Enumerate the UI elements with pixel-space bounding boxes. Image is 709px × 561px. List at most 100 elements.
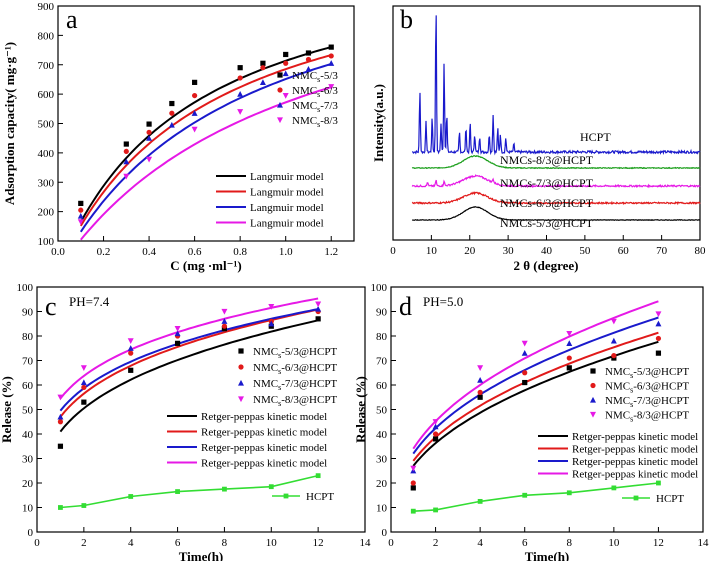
x-tick-label: 30 xyxy=(503,245,515,257)
data-point xyxy=(305,66,312,72)
data-point xyxy=(521,340,528,347)
data-point xyxy=(192,92,198,99)
x-tick-label: 8 xyxy=(567,537,573,549)
data-point xyxy=(192,79,198,85)
data-point xyxy=(78,207,84,213)
y-tick-label: 40 xyxy=(22,429,34,441)
fit-curve-2 xyxy=(59,308,319,412)
panel-letter-b: b xyxy=(400,5,413,34)
fit-curve-0 xyxy=(412,340,659,467)
xrd-pattern-4 xyxy=(411,206,701,222)
y-tick-label: 80 xyxy=(22,331,34,343)
panel-d-release-ph50-chart: 0 2 4 6 8 10 12 14 0 10 20 30 40 50 60 70 80 90 100 d PH=5.0… xyxy=(353,282,709,561)
y-tick-label: 600 xyxy=(38,89,55,101)
x-axis-title: Time(h) xyxy=(525,549,570,561)
panel-letter-a: a xyxy=(66,5,78,34)
x-tick-label: 2 xyxy=(81,537,87,549)
x-tick-label: 1.0 xyxy=(279,246,293,258)
x-tick-label: 0.0 xyxy=(51,246,65,258)
legend-label: Langmuir model xyxy=(250,218,324,230)
legend-label: Langmuir model xyxy=(250,187,324,199)
data-point xyxy=(655,320,662,327)
data-point xyxy=(410,480,416,486)
control-point xyxy=(268,484,274,490)
x-tick-label: 0.6 xyxy=(188,246,202,258)
data-point xyxy=(191,110,198,116)
x-tick-label: 10 xyxy=(426,245,438,257)
data-point xyxy=(259,79,266,85)
data-point xyxy=(328,44,334,50)
data-point xyxy=(477,365,484,371)
y-tick-label: 40 xyxy=(376,429,388,441)
y-tick-label: 90 xyxy=(376,307,388,319)
legend-label: NMCs-8/3@HCPT xyxy=(605,410,689,424)
legend-label: Retger-peppas kinetic model xyxy=(572,444,698,456)
data-point xyxy=(566,365,572,371)
x-tick-label: 8 xyxy=(222,537,228,549)
control-point xyxy=(128,494,134,499)
data-point xyxy=(128,367,134,373)
legend-label: NMCs-7/3@HCPT xyxy=(605,395,689,409)
pattern-label: HCPT xyxy=(580,130,611,144)
control-point xyxy=(611,485,617,491)
data-point xyxy=(328,60,335,66)
legend-label: NMCs-7/3@HCPT xyxy=(253,378,337,392)
data-point xyxy=(522,370,528,376)
y-tick-label: 100 xyxy=(17,282,34,294)
pattern-label: NMCs-8/3@HCPT xyxy=(500,153,594,167)
x-tick-label: 40 xyxy=(541,245,553,257)
data-point xyxy=(432,436,439,442)
data-point xyxy=(221,318,228,324)
y-axis-title: Intensity(a.u.) xyxy=(371,84,386,162)
data-point xyxy=(283,60,289,66)
fit-curve-1 xyxy=(59,308,319,418)
y-axis-title: Release (%) xyxy=(0,376,14,443)
x-tick-label: 0 xyxy=(388,537,394,549)
data-point xyxy=(305,56,312,63)
data-point xyxy=(328,84,335,90)
y-tick-label: 500 xyxy=(38,119,55,131)
data-point xyxy=(410,465,417,472)
data-point xyxy=(169,100,175,107)
x-tick-label: 4 xyxy=(477,537,483,549)
data-point xyxy=(655,335,662,342)
y-tick-label: 800 xyxy=(38,30,55,42)
xrd-pattern-0 xyxy=(412,15,701,156)
data-point xyxy=(80,379,87,386)
y-tick-label: 200 xyxy=(38,207,55,219)
data-point xyxy=(57,443,64,449)
data-point xyxy=(174,340,181,346)
ph-annotation: PH=7.4 xyxy=(69,294,110,309)
x-tick-label: 50 xyxy=(579,245,591,257)
data-point xyxy=(174,326,181,332)
data-point xyxy=(57,394,64,401)
data-point xyxy=(237,109,244,115)
x-tick-label: 12 xyxy=(653,537,664,549)
x-tick-label: 12 xyxy=(313,537,324,549)
data-point xyxy=(78,200,84,206)
data-point xyxy=(81,384,87,391)
y-tick-label: 20 xyxy=(22,478,34,490)
control-point xyxy=(175,489,180,494)
legend-marker xyxy=(277,117,283,124)
xrd-pattern-1 xyxy=(411,154,701,170)
legend-label: Retger-peppas kinetic model xyxy=(201,411,327,423)
fit-curve-0 xyxy=(59,319,319,433)
legend-label: HCPT xyxy=(306,491,334,503)
data-point xyxy=(282,70,289,77)
fit-curve-1 xyxy=(79,54,332,227)
y-tick-label: 0 xyxy=(382,527,388,539)
legend-label: NMCs-6/3 xyxy=(292,85,338,99)
x-tick-label: 2 xyxy=(433,537,439,549)
data-point xyxy=(123,148,129,155)
legend-label: Retger-peppas kinetic model xyxy=(572,431,698,443)
xrd-pattern-2 xyxy=(411,174,701,189)
x-tick-label: 60 xyxy=(618,245,630,257)
fit-curve-3 xyxy=(412,300,659,450)
data-point xyxy=(477,394,483,400)
y-tick-label: 100 xyxy=(38,236,55,248)
y-tick-label: 90 xyxy=(22,307,34,319)
data-point xyxy=(260,65,266,71)
control-point xyxy=(656,480,661,486)
data-point xyxy=(410,485,416,491)
